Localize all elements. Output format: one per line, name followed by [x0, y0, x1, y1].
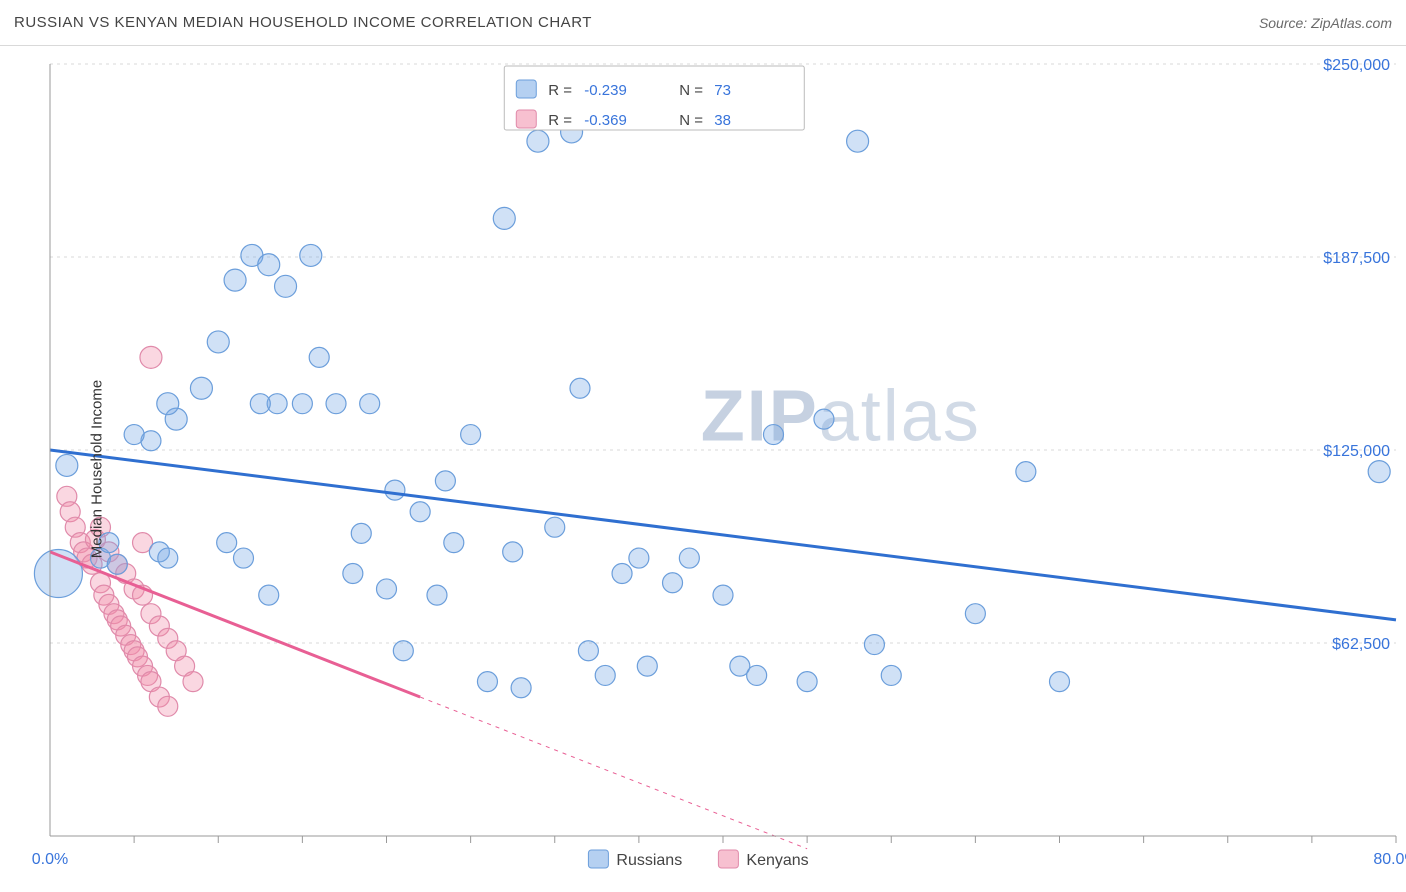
- data-point: [410, 502, 430, 522]
- data-point: [511, 678, 531, 698]
- data-point: [107, 554, 127, 574]
- data-point: [461, 425, 481, 445]
- legend-swatch: [718, 850, 738, 868]
- data-point: [124, 425, 144, 445]
- data-point: [663, 573, 683, 593]
- svg-text:$250,000: $250,000: [1323, 57, 1390, 74]
- data-point: [233, 548, 253, 568]
- data-point: [56, 454, 78, 476]
- data-point: [797, 672, 817, 692]
- data-point: [814, 409, 834, 429]
- data-point: [763, 425, 783, 445]
- svg-text:ZIPatlas: ZIPatlas: [701, 377, 981, 457]
- svg-text:R =: R =: [548, 112, 572, 129]
- legend-stats: R = -0.239 N = 73 R = -0.369 N = 38: [504, 66, 804, 130]
- svg-text:$187,500: $187,500: [1323, 250, 1390, 267]
- data-point: [250, 394, 270, 414]
- legend-bottom: Russians Kenyans: [588, 850, 808, 869]
- data-point: [1368, 461, 1390, 483]
- data-point: [207, 331, 229, 353]
- data-point: [385, 480, 405, 500]
- data-point: [377, 579, 397, 599]
- data-point: [864, 635, 884, 655]
- trend-line-kenyans: [50, 552, 420, 697]
- svg-text:N =: N =: [679, 112, 703, 129]
- data-point: [326, 394, 346, 414]
- svg-text:N =: N =: [679, 82, 703, 99]
- data-point: [351, 523, 371, 543]
- data-point: [393, 641, 413, 661]
- chart-container: Median Household Income ZIPatlas $62,500 $…: [0, 46, 1406, 892]
- data-point: [713, 585, 733, 605]
- data-point: [217, 533, 237, 553]
- data-point: [140, 346, 162, 368]
- data-point: [258, 254, 280, 276]
- data-point: [629, 548, 649, 568]
- data-point: [427, 585, 447, 605]
- legend-label: Kenyans: [746, 852, 808, 869]
- scatter-chart: ZIPatlas $62,500 $125,000 $187,500 $250,000 0…: [0, 46, 1406, 892]
- svg-text:80.0%: 80.0%: [1373, 851, 1406, 868]
- data-point: [1016, 462, 1036, 482]
- data-point: [158, 696, 178, 716]
- data-point: [847, 130, 869, 152]
- svg-text:73: 73: [714, 82, 731, 99]
- chart-title: RUSSIAN VS KENYAN MEDIAN HOUSEHOLD INCOM…: [14, 14, 592, 31]
- data-point: [360, 394, 380, 414]
- data-point: [503, 542, 523, 562]
- svg-text:-0.239: -0.239: [584, 82, 627, 99]
- data-point: [881, 665, 901, 685]
- data-point: [595, 665, 615, 685]
- svg-text:-0.369: -0.369: [584, 112, 627, 129]
- data-point: [259, 585, 279, 605]
- data-point: [477, 672, 497, 692]
- data-point: [183, 672, 203, 692]
- data-point: [527, 130, 549, 152]
- legend-label: Russians: [616, 852, 682, 869]
- data-point: [493, 207, 515, 229]
- data-point: [309, 347, 329, 367]
- data-point: [570, 378, 590, 398]
- svg-text:0.0%: 0.0%: [32, 851, 68, 868]
- data-point: [343, 564, 363, 584]
- data-point: [190, 377, 212, 399]
- y-axis-label: Median Household Income: [89, 380, 106, 558]
- svg-text:$125,000: $125,000: [1323, 443, 1390, 460]
- data-point: [435, 471, 455, 491]
- data-point: [157, 393, 179, 415]
- data-point: [444, 533, 464, 553]
- data-point: [158, 548, 178, 568]
- data-point: [292, 394, 312, 414]
- chart-header: RUSSIAN VS KENYAN MEDIAN HOUSEHOLD INCOM…: [0, 0, 1406, 46]
- data-point: [578, 641, 598, 661]
- data-point: [747, 665, 767, 685]
- legend-swatch: [588, 850, 608, 868]
- svg-text:$62,500: $62,500: [1332, 636, 1390, 653]
- svg-text:R =: R =: [548, 82, 572, 99]
- data-point: [300, 244, 322, 266]
- trend-line-kenyans-extrapolated: [420, 697, 807, 849]
- data-point: [637, 656, 657, 676]
- source-label: Source: ZipAtlas.com: [1259, 15, 1392, 31]
- data-point: [224, 269, 246, 291]
- data-point: [612, 564, 632, 584]
- svg-text:38: 38: [714, 112, 731, 129]
- data-point: [1050, 672, 1070, 692]
- data-point: [965, 604, 985, 624]
- data-point: [275, 275, 297, 297]
- data-point: [679, 548, 699, 568]
- data-point: [545, 517, 565, 537]
